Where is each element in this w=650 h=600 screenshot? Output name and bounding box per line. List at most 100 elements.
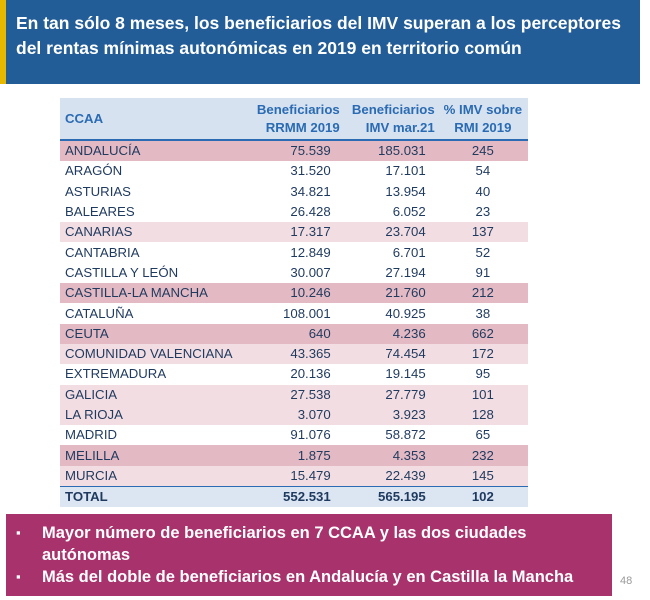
table-row: COMUNIDAD VALENCIANA 43.365 74.454 172 bbox=[60, 343, 528, 365]
row-imv-value: 4.353 bbox=[342, 445, 438, 466]
row-ccaa-name: MELILLA bbox=[60, 445, 248, 466]
row-pct-value: 101 bbox=[437, 384, 528, 405]
row-rrmm-value: 34.821 bbox=[247, 181, 343, 202]
row-rrmm-value: 640 bbox=[247, 323, 343, 344]
row-ccaa-name: CASTILLA Y LEÓN bbox=[60, 262, 248, 284]
column-header-imv: Beneficiarios IMV mar.21 bbox=[342, 98, 438, 140]
table-row: MELILLA 1.875 4.353 232 bbox=[60, 445, 528, 466]
column-header-imv-line1: Beneficiarios bbox=[351, 101, 435, 117]
row-rrmm-value: 75.539 bbox=[247, 140, 343, 162]
row-imv-value: 23.704 bbox=[342, 222, 438, 243]
row-rrmm-value: 1.875 bbox=[247, 445, 343, 466]
row-ccaa-name: MADRID bbox=[60, 425, 248, 446]
row-rrmm-value: 108.001 bbox=[247, 303, 343, 324]
row-pct-value: 232 bbox=[437, 445, 528, 466]
conclusion-text: Más del doble de beneficiarios en Andalu… bbox=[42, 568, 574, 586]
row-rrmm-value: 10.246 bbox=[247, 283, 343, 304]
total-rrmm: 552.531 bbox=[247, 486, 343, 508]
row-imv-value: 4.236 bbox=[342, 323, 438, 344]
row-imv-value: 40.925 bbox=[342, 303, 438, 324]
row-pct-value: 54 bbox=[437, 161, 528, 182]
table-row: ANDALUCÍA 75.539 185.031 245 bbox=[60, 140, 528, 162]
table-row: CATALUÑA 108.001 40.925 38 bbox=[60, 303, 528, 324]
column-header-rrmm-line2: RRMM 2019 bbox=[265, 119, 340, 135]
header-banner: En tan sólo 8 meses, los beneficiarios d… bbox=[0, 0, 640, 84]
row-rrmm-value: 27.538 bbox=[247, 384, 343, 405]
row-pct-value: 172 bbox=[437, 343, 528, 365]
row-imv-value: 13.954 bbox=[342, 181, 438, 202]
row-imv-value: 17.101 bbox=[342, 161, 438, 182]
total-imv: 565.195 bbox=[342, 486, 438, 508]
row-pct-value: 128 bbox=[437, 404, 528, 426]
table-row: LA RIOJA 3.070 3.923 128 bbox=[60, 404, 528, 426]
conclusions-list: ▪ Mayor número de beneficiarios en 7 CCAA… bbox=[6, 514, 612, 588]
table-row: CASTILLA Y LEÓN 30.007 27.194 91 bbox=[60, 262, 528, 284]
table-body: ANDALUCÍA 75.539 185.031 245 ARAGÓN 31.520 17.… bbox=[60, 140, 528, 487]
row-imv-value: 21.760 bbox=[342, 283, 438, 304]
row-imv-value: 22.439 bbox=[342, 465, 438, 487]
row-rrmm-value: 43.365 bbox=[247, 343, 343, 365]
row-ccaa-name: EXTREMADURA bbox=[60, 364, 248, 385]
row-ccaa-name: CANTABRIA bbox=[60, 242, 248, 263]
row-pct-value: 95 bbox=[437, 364, 528, 385]
row-rrmm-value: 30.007 bbox=[247, 262, 343, 284]
row-pct-value: 662 bbox=[437, 323, 528, 344]
row-pct-value: 52 bbox=[437, 242, 528, 263]
row-ccaa-name: CANARIAS bbox=[60, 222, 248, 243]
table-row: ARAGÓN 31.520 17.101 54 bbox=[60, 161, 528, 182]
table-header-row: CCAA Beneficiarios RRMM 2019 Beneficiario… bbox=[60, 98, 528, 140]
row-pct-value: 38 bbox=[437, 303, 528, 324]
row-pct-value: 212 bbox=[437, 283, 528, 304]
row-rrmm-value: 20.136 bbox=[247, 364, 343, 385]
beneficiaries-table: CCAA Beneficiarios RRMM 2019 Beneficiario… bbox=[60, 98, 528, 508]
square-bullet-icon: ▪ bbox=[16, 525, 21, 540]
table-row: MURCIA 15.479 22.439 145 bbox=[60, 465, 528, 487]
row-imv-value: 6.701 bbox=[342, 242, 438, 263]
row-ccaa-name: MURCIA bbox=[60, 465, 248, 487]
table-row: CASTILLA-LA MANCHA 10.246 21.760 212 bbox=[60, 283, 528, 304]
table-row: MADRID 91.076 58.872 65 bbox=[60, 425, 528, 446]
conclusion-text: Mayor número de beneficiarios en 7 CCAA … bbox=[42, 524, 527, 564]
row-imv-value: 185.031 bbox=[342, 140, 438, 162]
row-rrmm-value: 26.428 bbox=[247, 201, 343, 223]
row-imv-value: 74.454 bbox=[342, 343, 438, 365]
column-header-rrmm: Beneficiarios RRMM 2019 bbox=[247, 98, 343, 140]
row-rrmm-value: 3.070 bbox=[247, 404, 343, 426]
table-total-row: TOTAL 552.531 565.195 102 bbox=[60, 486, 528, 508]
row-pct-value: 40 bbox=[437, 181, 528, 202]
row-pct-value: 245 bbox=[437, 140, 528, 162]
row-rrmm-value: 31.520 bbox=[247, 161, 343, 182]
row-ccaa-name: ARAGÓN bbox=[60, 161, 248, 182]
row-ccaa-name: CEUTA bbox=[60, 323, 248, 344]
row-imv-value: 27.779 bbox=[342, 384, 438, 405]
column-header-ccaa: CCAA bbox=[60, 98, 248, 140]
row-imv-value: 27.194 bbox=[342, 262, 438, 284]
slide-title: En tan sólo 8 meses, los beneficiarios d… bbox=[16, 13, 621, 58]
row-rrmm-value: 15.479 bbox=[247, 465, 343, 487]
table-row: CANARIAS 17.317 23.704 137 bbox=[60, 222, 528, 243]
row-ccaa-name: GALICIA bbox=[60, 384, 248, 405]
total-pct: 102 bbox=[437, 486, 528, 508]
square-bullet-icon: ▪ bbox=[16, 569, 21, 584]
conclusion-item: ▪ Más del doble de beneficiarios en Andal… bbox=[16, 566, 612, 588]
row-imv-value: 19.145 bbox=[342, 364, 438, 385]
row-imv-value: 3.923 bbox=[342, 404, 438, 426]
row-ccaa-name: CATALUÑA bbox=[60, 303, 248, 324]
row-ccaa-name: LA RIOJA bbox=[60, 404, 248, 426]
row-pct-value: 145 bbox=[437, 465, 528, 487]
row-pct-value: 91 bbox=[437, 262, 528, 284]
row-rrmm-value: 91.076 bbox=[247, 425, 343, 446]
table-row: ASTURIAS 34.821 13.954 40 bbox=[60, 181, 528, 202]
column-header-pct-line1: % IMV sobre bbox=[443, 101, 523, 117]
row-ccaa-name: ASTURIAS bbox=[60, 181, 248, 202]
conclusion-item: ▪ Mayor número de beneficiarios en 7 CCAA… bbox=[16, 522, 612, 566]
table-row: EXTREMADURA 20.136 19.145 95 bbox=[60, 364, 528, 385]
total-label: TOTAL bbox=[60, 486, 248, 508]
column-header-rrmm-line1: Beneficiarios bbox=[256, 101, 340, 117]
row-ccaa-name: COMUNIDAD VALENCIANA bbox=[60, 343, 248, 365]
row-ccaa-name: BALEARES bbox=[60, 201, 248, 223]
row-ccaa-name: ANDALUCÍA bbox=[60, 140, 248, 162]
row-rrmm-value: 12.849 bbox=[247, 242, 343, 263]
row-pct-value: 137 bbox=[437, 222, 528, 243]
row-ccaa-name: CASTILLA-LA MANCHA bbox=[60, 283, 248, 304]
